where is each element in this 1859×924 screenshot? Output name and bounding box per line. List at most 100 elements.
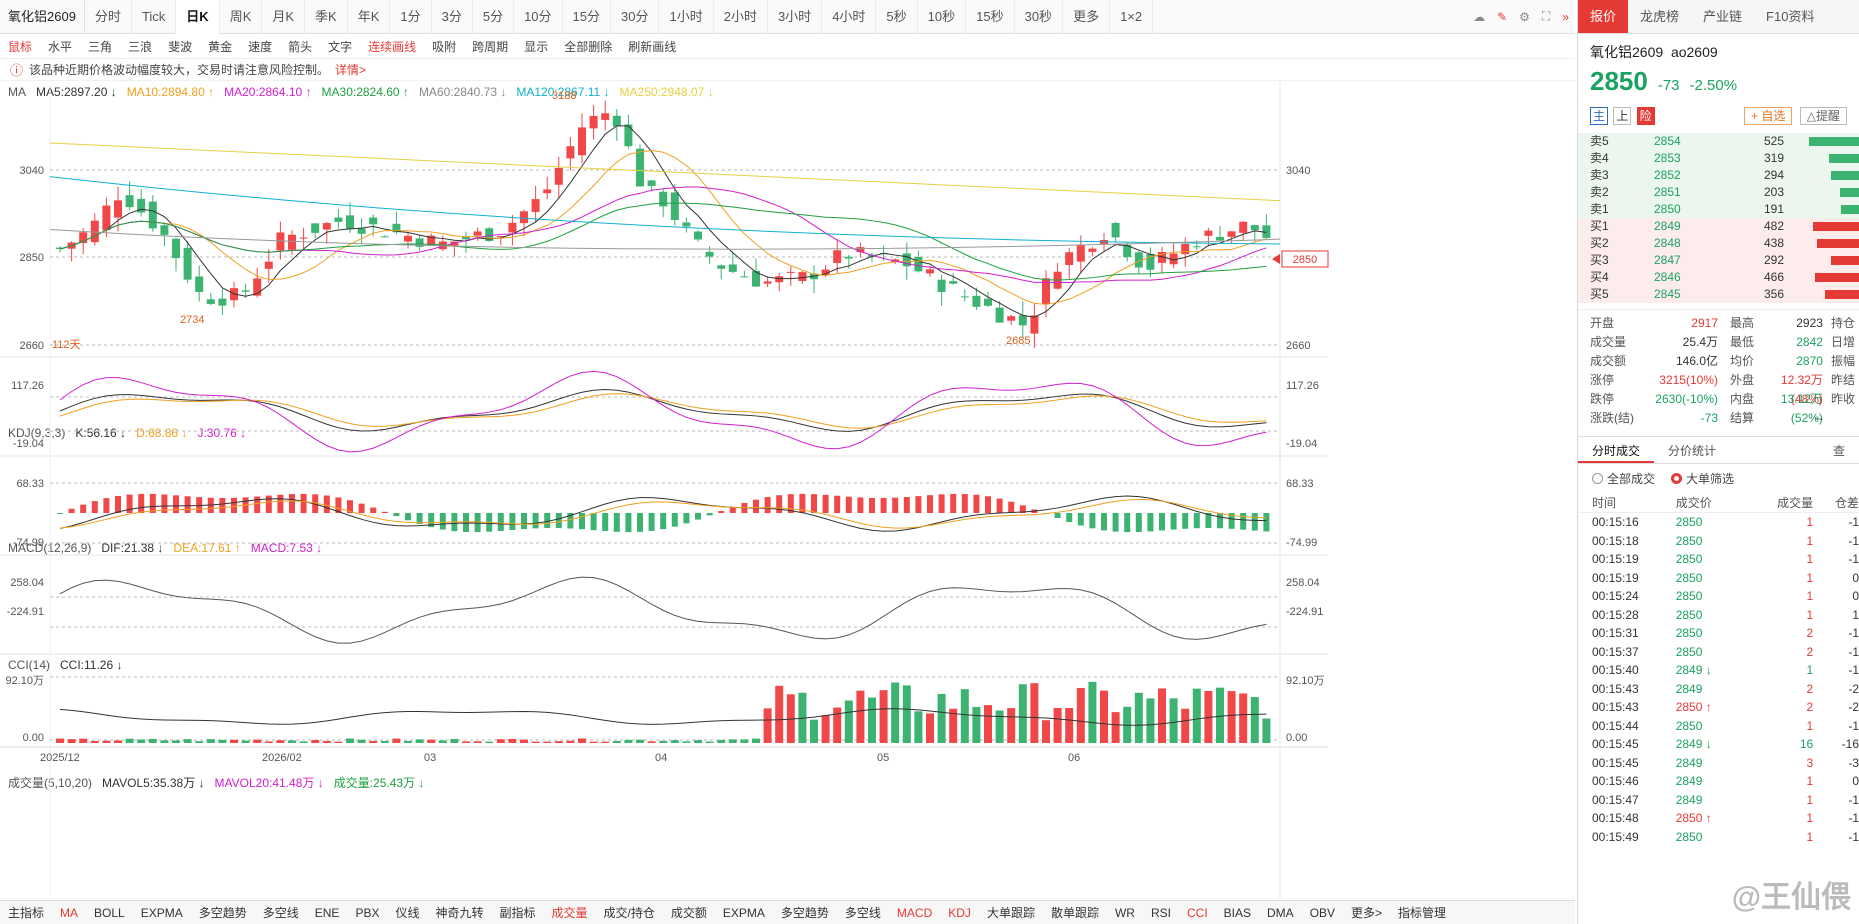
exchange-button[interactable]: 上 xyxy=(1613,107,1632,125)
indicator-tab[interactable]: 成交量 xyxy=(551,906,588,920)
period-tab[interactable]: Tick xyxy=(132,0,177,34)
draw-tool[interactable]: 黄金 xyxy=(208,40,233,54)
indicator-tab[interactable]: 多空线 xyxy=(262,906,299,920)
indicator-tab[interactable]: 多空线 xyxy=(844,906,881,920)
indicator-tab[interactable]: 主指标 xyxy=(8,906,45,920)
warning-detail-link[interactable]: 详情> xyxy=(335,63,367,77)
indicator-tab[interactable]: 指标管理 xyxy=(1398,906,1447,920)
period-tab[interactable]: 月K xyxy=(262,0,306,34)
draw-tool[interactable]: 三浪 xyxy=(128,40,153,54)
risk-button[interactable]: 险 xyxy=(1636,107,1655,125)
period-tab[interactable]: 30秒 xyxy=(1015,0,1064,34)
symbol-selector[interactable]: 氧化铝2609 xyxy=(0,0,85,34)
draw-tool[interactable]: 刷新画线 xyxy=(628,40,677,54)
indicator-tab[interactable]: BIAS xyxy=(1223,905,1252,920)
ask-row[interactable]: 卖4 2853 319 xyxy=(1578,150,1859,167)
bid-row[interactable]: 买2 2848 438 xyxy=(1578,235,1859,252)
indicator-name[interactable]: MA xyxy=(8,85,26,99)
indicator-tab[interactable]: KDJ xyxy=(948,905,971,920)
draw-tool[interactable]: 连续画线 xyxy=(368,40,417,54)
add-favorite-button[interactable]: + 自选 xyxy=(1744,107,1793,125)
period-tab[interactable]: 更多 xyxy=(1063,0,1111,34)
draw-tool[interactable]: 跨周期 xyxy=(472,40,509,54)
draw-tool[interactable]: 斐波 xyxy=(168,40,193,54)
indicator-name[interactable]: CCI(14) xyxy=(8,658,51,672)
period-tab[interactable]: 5分 xyxy=(473,0,515,34)
trade-tab[interactable]: 分价统计 xyxy=(1668,444,1717,458)
quote-tab[interactable]: 报价 xyxy=(1578,0,1629,33)
period-tab[interactable]: 15分 xyxy=(563,0,612,34)
period-tab[interactable]: 30分 xyxy=(611,0,660,34)
ask-row[interactable]: 卖1 2850 191 xyxy=(1578,201,1859,218)
period-tab[interactable]: 1×2 xyxy=(1110,0,1154,34)
bid-row[interactable]: 买4 2846 466 xyxy=(1578,269,1859,286)
indicator-tab[interactable]: DMA xyxy=(1267,905,1294,920)
period-tab[interactable]: 10分 xyxy=(514,0,563,34)
period-tab[interactable]: 2小时 xyxy=(714,0,768,34)
indicator-tab[interactable]: MA xyxy=(60,905,79,920)
indicator-name[interactable]: KDJ(9,3,3) xyxy=(8,426,66,440)
period-tab[interactable]: 5秒 xyxy=(876,0,918,34)
period-tab[interactable]: 15秒 xyxy=(966,0,1015,34)
period-tab[interactable]: 3小时 xyxy=(768,0,823,34)
period-tab[interactable]: 年K xyxy=(348,0,391,34)
query-button[interactable]: 查 xyxy=(1832,444,1845,458)
price-alert-button[interactable]: △提醒 xyxy=(1799,107,1847,125)
indicator-tab[interactable]: EXPMA xyxy=(140,905,183,920)
draw-tool[interactable]: 速度 xyxy=(248,40,273,54)
bid-row[interactable]: 买1 2849 482 xyxy=(1578,218,1859,235)
quote-tab[interactable]: F10资料 xyxy=(1766,9,1815,24)
period-tab[interactable]: 3分 xyxy=(432,0,473,34)
ask-row[interactable]: 卖2 2851 203 xyxy=(1578,184,1859,201)
period-tab[interactable]: 季K xyxy=(305,0,348,34)
period-tab[interactable]: 分时 xyxy=(85,0,132,34)
trade-tab[interactable]: 分时成交 xyxy=(1578,437,1655,463)
period-tab[interactable]: 1小时 xyxy=(659,0,714,34)
indicator-tab[interactable]: 多空趋势 xyxy=(198,906,247,920)
indicator-tab[interactable]: CCI xyxy=(1186,905,1208,920)
draw-tool[interactable]: 全部删除 xyxy=(564,40,613,54)
indicator-tab[interactable]: RSI xyxy=(1150,905,1171,920)
quote-tab[interactable]: 产业链 xyxy=(1703,9,1743,24)
draw-tool[interactable]: 显示 xyxy=(524,40,549,54)
indicator-tab[interactable]: EXPMA xyxy=(722,905,765,920)
indicator-tab[interactable]: OBV xyxy=(1309,905,1336,920)
indicator-tab[interactable]: WR xyxy=(1114,905,1135,920)
big-trades-radio[interactable]: 大单筛选 xyxy=(1671,470,1734,487)
ask-row[interactable]: 卖5 2854 525 xyxy=(1578,133,1859,150)
bid-row[interactable]: 买3 2847 292 xyxy=(1578,252,1859,269)
draw-tool[interactable]: 鼠标 xyxy=(8,40,33,54)
kline-chart[interactable]: 3040 3040 2850 2660 2660 117.26 117.26 -19.04 -1… xyxy=(0,81,1575,899)
draw-tool[interactable]: 吸附 xyxy=(432,40,457,54)
quote-tab[interactable]: 龙虎榜 xyxy=(1640,9,1680,24)
period-tab[interactable]: 周K xyxy=(220,0,263,34)
indicator-tab[interactable]: 更多> xyxy=(1351,906,1383,920)
indicator-tab[interactable]: 大单跟踪 xyxy=(986,906,1035,920)
indicator-tab[interactable]: 神奇九转 xyxy=(435,906,484,920)
pen-icon[interactable]: ✎ xyxy=(1497,9,1508,24)
draw-tool[interactable]: 三角 xyxy=(88,40,113,54)
indicator-tab[interactable]: MACD xyxy=(896,905,933,920)
fullscreen-icon[interactable]: ⛶ xyxy=(1541,9,1551,23)
all-trades-radio[interactable]: 全部成交 xyxy=(1592,470,1655,487)
indicator-tab[interactable]: 副指标 xyxy=(499,906,536,920)
draw-tool[interactable]: 水平 xyxy=(48,40,73,54)
indicator-tab[interactable]: 散单跟踪 xyxy=(1050,906,1099,920)
bid-row[interactable]: 买5 2845 356 xyxy=(1578,286,1859,303)
indicator-tab[interactable]: 仪线 xyxy=(395,906,420,920)
draw-tool[interactable]: 箭头 xyxy=(288,40,313,54)
period-tab[interactable]: 4小时 xyxy=(822,0,877,34)
indicator-tab[interactable]: 多空趋势 xyxy=(780,906,829,920)
indicator-tab[interactable]: ENE xyxy=(314,905,340,920)
indicator-tab[interactable]: 成交额 xyxy=(670,906,707,920)
collapse-icon[interactable]: » xyxy=(1562,9,1569,24)
period-tab[interactable]: 10秒 xyxy=(918,0,967,34)
draw-tool[interactable]: 文字 xyxy=(328,40,353,54)
indicator-tab[interactable]: 成交/持仓 xyxy=(603,906,655,920)
indicator-tab[interactable]: PBX xyxy=(355,905,380,920)
cloud-icon[interactable]: ☁ xyxy=(1473,9,1486,24)
period-tab[interactable]: 日K xyxy=(176,0,220,34)
indicator-tab[interactable]: BOLL xyxy=(94,905,125,920)
main-contract-button[interactable]: 主 xyxy=(1590,107,1608,125)
period-tab[interactable]: 1分 xyxy=(390,0,432,34)
